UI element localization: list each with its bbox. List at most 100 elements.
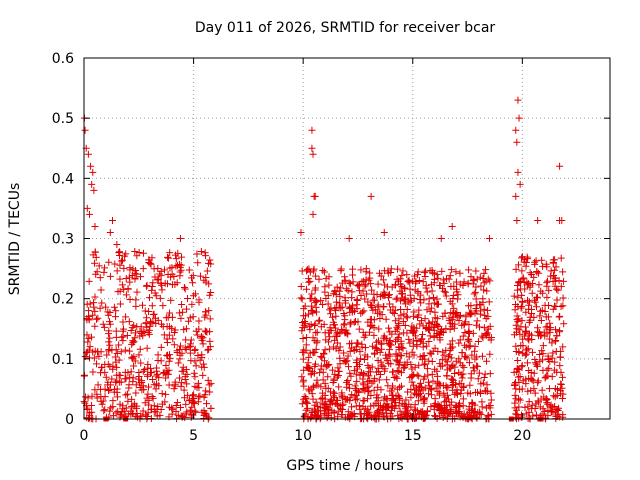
data-point <box>178 379 186 387</box>
data-point <box>445 316 453 324</box>
data-point <box>406 291 414 299</box>
data-point <box>555 277 563 285</box>
data-point <box>91 347 99 355</box>
data-point <box>112 313 120 321</box>
data-point <box>381 367 389 375</box>
data-point <box>516 180 524 188</box>
data-point <box>298 373 306 381</box>
data-point <box>316 369 324 377</box>
data-point <box>401 362 409 370</box>
data-point <box>403 350 411 358</box>
data-point <box>131 247 139 255</box>
data-point <box>408 322 416 330</box>
data-point <box>199 340 207 348</box>
data-point <box>375 402 383 410</box>
data-point <box>487 396 495 404</box>
data-point <box>206 315 214 323</box>
y-tick-label: 0.1 <box>52 352 74 368</box>
data-point <box>549 349 557 357</box>
data-point <box>473 414 481 422</box>
data-point <box>346 303 354 311</box>
data-point <box>121 346 129 354</box>
data-point <box>109 397 117 405</box>
data-point <box>522 328 530 336</box>
data-point <box>313 297 321 305</box>
data-point <box>522 308 530 316</box>
data-point <box>139 301 147 309</box>
data-point <box>353 296 361 304</box>
data-point <box>328 313 336 321</box>
data-point <box>321 329 329 337</box>
data-point <box>131 329 139 337</box>
data-point <box>153 405 161 413</box>
data-point <box>201 327 209 335</box>
data-point <box>311 362 319 370</box>
data-point <box>122 391 130 399</box>
data-point <box>299 355 307 363</box>
data-point <box>313 328 321 336</box>
data-point <box>428 370 436 378</box>
data-point <box>320 350 328 358</box>
data-point <box>443 372 451 380</box>
data-point <box>512 265 520 273</box>
data-point <box>471 355 479 363</box>
data-point <box>187 357 195 365</box>
data-point <box>477 307 485 315</box>
data-point <box>551 266 559 274</box>
data-point <box>378 345 386 353</box>
data-point <box>171 380 179 388</box>
data-point <box>99 397 107 405</box>
data-point <box>440 351 448 359</box>
data-point <box>442 402 450 410</box>
data-point <box>532 257 540 265</box>
data-point <box>541 408 549 416</box>
data-point <box>344 408 352 416</box>
data-point <box>166 309 174 317</box>
data-point <box>466 342 474 350</box>
data-point <box>348 391 356 399</box>
data-point <box>351 396 359 404</box>
data-point <box>518 303 526 311</box>
data-point <box>317 297 325 305</box>
data-point <box>402 312 410 320</box>
data-point <box>511 391 519 399</box>
data-point <box>112 327 120 335</box>
data-point <box>421 384 429 392</box>
data-point <box>477 411 485 419</box>
data-point <box>371 374 379 382</box>
data-point <box>104 387 112 395</box>
data-point <box>185 266 193 274</box>
data-point <box>332 312 340 320</box>
data-point <box>348 339 356 347</box>
data-point <box>357 292 365 300</box>
data-point <box>368 286 376 294</box>
data-point <box>559 343 567 351</box>
data-point <box>360 307 368 315</box>
data-point <box>91 248 99 256</box>
data-point <box>174 249 182 257</box>
data-point <box>534 216 542 224</box>
y-tick-label: 0.4 <box>52 171 74 187</box>
data-point <box>307 321 315 329</box>
data-point <box>552 263 560 271</box>
data-point <box>345 235 353 242</box>
data-point <box>525 318 533 326</box>
data-point <box>204 259 212 267</box>
data-point <box>403 329 411 337</box>
data-point <box>531 356 539 364</box>
data-point <box>157 343 165 351</box>
data-point <box>200 363 208 371</box>
data-point <box>191 345 199 353</box>
data-point <box>544 356 552 364</box>
data-point <box>124 397 132 405</box>
data-point <box>478 352 486 360</box>
data-point <box>430 279 438 287</box>
data-point <box>352 317 360 325</box>
data-point <box>425 326 433 334</box>
data-point <box>322 336 330 344</box>
data-point <box>370 401 378 409</box>
data-point <box>448 300 456 308</box>
data-point <box>356 371 364 379</box>
data-point <box>116 300 124 308</box>
data-point <box>317 323 325 331</box>
